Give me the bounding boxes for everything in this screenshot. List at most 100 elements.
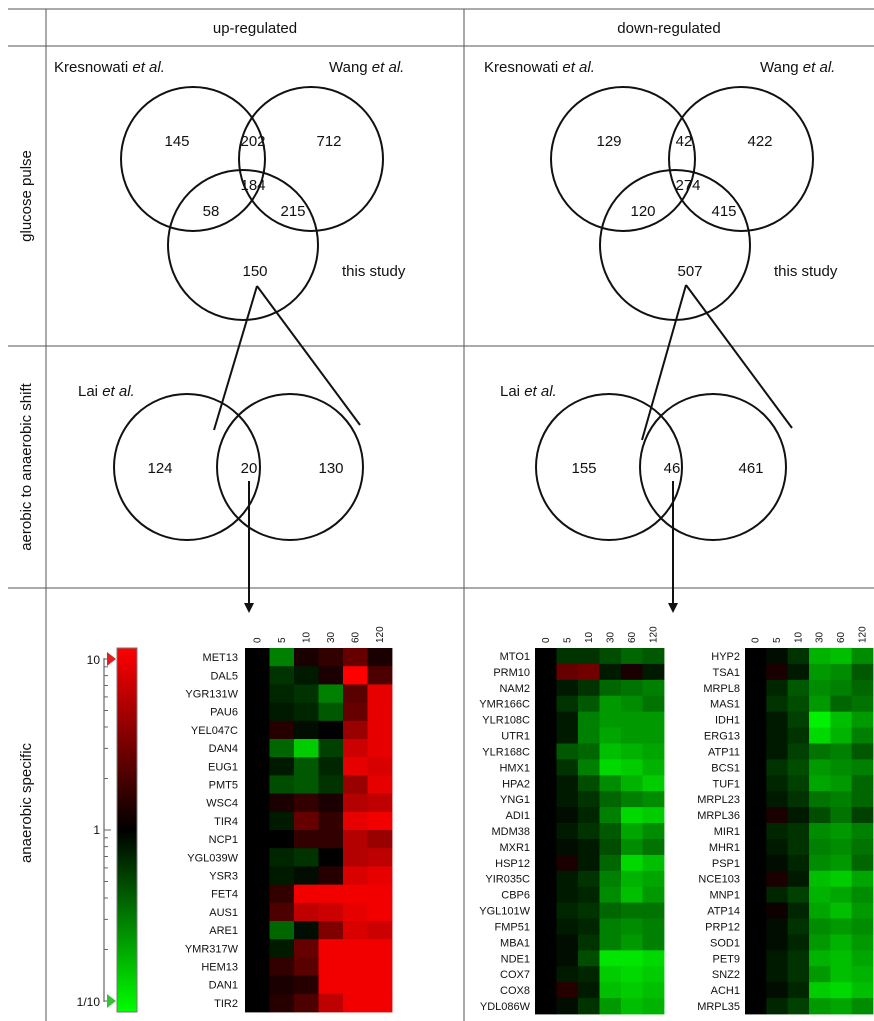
heatmap-cell [343,939,368,958]
heatmap-cell [745,998,767,1015]
heatmap-cell [809,711,831,728]
gene-label: MIR1 [714,826,740,838]
heatmap-cell [621,663,643,681]
heatmap-cell [599,886,622,904]
gene-label: YLR108C [482,715,530,727]
heatmap-cell [621,886,643,904]
heatmap-cell [556,854,579,872]
heatmap-cell [535,934,557,951]
heatmap-cell [642,727,665,744]
gene-label: YEL047C [191,725,238,737]
heatmap-cell [343,739,368,758]
gene-label: ATP14 [707,906,740,918]
heatmap-cell [851,695,874,713]
heatmap-cell [599,807,622,824]
heatmap-cell [294,720,319,740]
heatmap-cell [269,757,295,776]
heatmap-cell [578,695,600,713]
heatmap-cell [269,848,295,867]
heatmap-cell [830,711,853,728]
heatmap-cell [318,902,344,922]
heatmap-cell [787,854,810,872]
heatmap-cell [745,854,767,872]
heatmap-cell [245,848,270,867]
heatmap-cell [745,902,767,919]
heatmap-cell [621,679,643,697]
heatmap-cell [809,648,831,665]
color-scale-ticks [104,658,111,1002]
time-tick-label: 0 [541,637,552,643]
venn-count-a-only: 145 [164,133,189,150]
heatmap-cell [642,759,665,776]
heatmap-cell [269,884,295,904]
time-tick-label: 120 [375,626,386,643]
heatmap-cell [642,966,665,983]
heatmap-cell [787,838,810,856]
gene-label: ERG13 [704,731,740,743]
heatmap-cell [599,663,622,681]
heatmap-cell [245,921,270,940]
gene-label: MNP1 [709,890,740,902]
gene-label: NCE103 [698,874,740,886]
heatmap-cell [787,743,810,760]
heatmap-cell [830,823,853,840]
gene-label: NDE1 [501,953,530,965]
heatmap-cell [621,759,643,776]
heatmap-cell [809,791,831,808]
gene-label: NCP1 [209,834,238,846]
heatmap-cell [367,757,393,776]
venn-label-this-study: this study [342,263,406,280]
heatmap-cell [294,684,319,703]
heatmap-cell [535,727,557,744]
heatmap-cell [787,886,810,904]
heatmap-cell [578,791,600,808]
venn-circle-this-study [599,169,751,321]
heatmap-cell [599,966,622,983]
heatmap-cell [269,993,295,1013]
heatmap-cell [367,993,393,1013]
heatmap-cell [851,934,874,951]
gene-label: PRP12 [705,921,740,933]
heatmap-cell [556,966,579,983]
heatmap-cell [245,775,270,794]
heatmap-cell [245,902,270,922]
heatmap-cell [245,648,270,667]
heatmap-cell [621,854,643,872]
heatmap-cell [343,811,368,831]
heatmap-cell [343,957,368,976]
heatmap-cell [556,998,579,1015]
gene-label: BCS1 [711,762,740,774]
heatmap-cell [367,666,393,685]
venn-circle-kresnowati [550,86,696,232]
heatmap-cell [809,982,831,999]
heatmap-cell [599,791,622,808]
venn-count-bc: 215 [280,203,305,220]
venn-count-b-only: 712 [316,133,341,150]
heatmap-cell [851,711,874,728]
venn-label-lai: Lai et al. [78,383,135,400]
heatmap-cell [745,966,767,983]
heatmap-cell [318,830,344,849]
heatmap-cell [343,702,368,722]
heatmap-cell [621,998,643,1015]
gene-label: FET4 [211,889,238,901]
heatmap-cell [599,823,622,840]
heatmap-cell [787,982,810,999]
heatmap-cell [556,870,579,888]
heatmap-cell [621,695,643,713]
heatmap-cell [787,648,810,665]
heatmap-cell [621,807,643,824]
heatmap-cell [269,957,295,976]
heatmap-cell [830,791,853,808]
heatmap-cell [621,966,643,983]
time-tick-label: 5 [277,637,288,643]
heatmap-cell [787,934,810,951]
time-tick-label: 30 [326,631,337,643]
heatmap-cell [599,711,622,728]
heatmap-cell [830,950,853,967]
heatmap-cell [535,663,557,681]
heatmap-cell [269,702,295,722]
heatmap-cell [269,648,295,667]
heatmap-cell [556,727,579,744]
heatmap-cell [318,757,344,776]
